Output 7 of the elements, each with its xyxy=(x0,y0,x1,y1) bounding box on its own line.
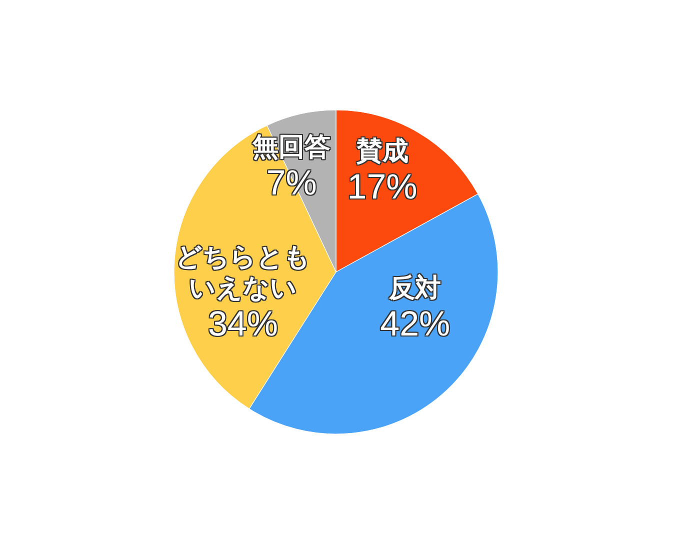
data-label: 42% xyxy=(379,304,452,345)
slice-label: 無回答 xyxy=(252,132,331,162)
data-label: 17% xyxy=(347,168,418,206)
slice-label: 反対 xyxy=(388,274,442,305)
data-label: 34% xyxy=(206,305,280,346)
slice-label: どちらともいえない xyxy=(174,242,312,306)
slice-label: 賛成 xyxy=(356,136,408,166)
